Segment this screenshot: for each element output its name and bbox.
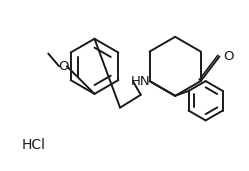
Text: HCl: HCl bbox=[22, 138, 46, 152]
Text: O: O bbox=[58, 60, 68, 73]
Text: HN: HN bbox=[131, 75, 151, 88]
Text: O: O bbox=[223, 50, 234, 63]
